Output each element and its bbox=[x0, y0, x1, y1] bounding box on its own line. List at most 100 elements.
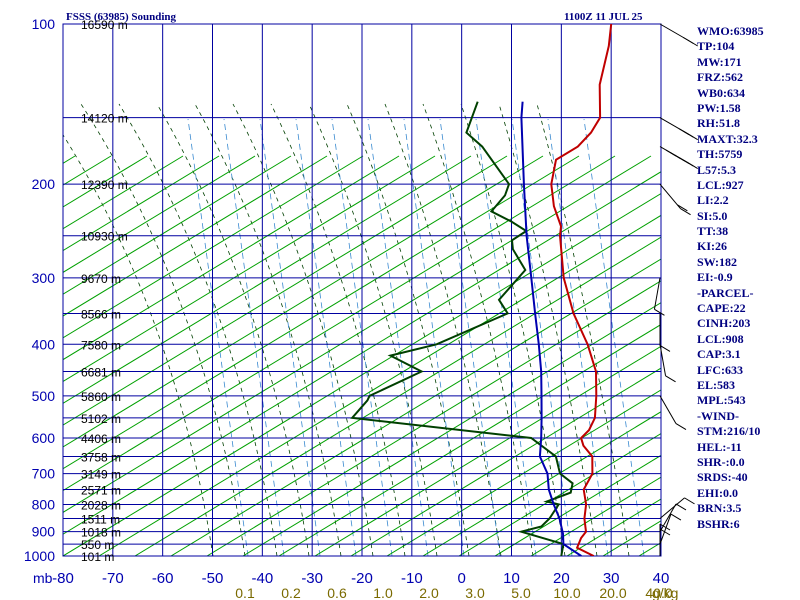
wind-barb-flag bbox=[675, 503, 687, 511]
height-label: 7580 m bbox=[81, 338, 121, 352]
wind-barb bbox=[659, 146, 698, 170]
index-row: CAPE:22 bbox=[697, 301, 746, 316]
dry-adiabat-line bbox=[63, 155, 472, 404]
pressure-tick-label: 1000 bbox=[24, 548, 55, 564]
height-label: 2028 m bbox=[81, 498, 121, 512]
height-label: 5860 m bbox=[81, 390, 121, 404]
index-row: MAXT:32.3 bbox=[697, 131, 758, 146]
index-row: -WIND- bbox=[697, 408, 739, 423]
dry-adiabat-line bbox=[63, 155, 436, 383]
temperature-tick-label: -10 bbox=[401, 570, 423, 587]
index-row: KI:26 bbox=[697, 239, 727, 254]
mixing-ratio-tick-label: 2.0 bbox=[419, 585, 439, 600]
wind-barb bbox=[659, 183, 691, 216]
wind-barb bbox=[659, 503, 687, 532]
temperature-profile-line bbox=[550, 24, 613, 556]
mixing-ratio-axis: 0.1 0.2 0.6 1.0 2.0 3.0 5.0 10.0 20.0 40.0 bbox=[235, 585, 673, 600]
temperature-tick-label: 20 bbox=[553, 570, 570, 587]
parcel-profile-line bbox=[520, 101, 582, 556]
index-row: WMO:63985 bbox=[697, 24, 764, 38]
mixing-ratio-line bbox=[475, 118, 537, 556]
mixing-ratio-tick-label: 3.0 bbox=[465, 585, 485, 600]
wind-barb-flag bbox=[678, 128, 690, 136]
index-row: BRN:3.5 bbox=[697, 501, 742, 516]
dry-adiabat-line bbox=[63, 171, 661, 535]
wind-barb bbox=[659, 497, 695, 519]
valid-time: 1100Z 11 JUL 25 bbox=[564, 11, 643, 23]
wind-barb bbox=[659, 117, 698, 141]
moist-adiabat-line bbox=[422, 103, 534, 556]
wind-barb-flag bbox=[680, 208, 691, 216]
wind-barb-flag bbox=[683, 37, 694, 44]
wind-barb bbox=[659, 344, 676, 383]
index-row: SW:182 bbox=[697, 254, 738, 269]
wind-barb-staff bbox=[659, 344, 667, 376]
wind-barb-flag bbox=[665, 375, 676, 383]
height-label: 16590 m bbox=[81, 18, 128, 32]
dry-adiabat-line bbox=[134, 236, 661, 556]
pressure-tick-label: 100 bbox=[32, 16, 56, 32]
wind-barb-flag bbox=[659, 345, 671, 352]
dewpoint-profile-line bbox=[350, 101, 574, 556]
height-label: 5102 m bbox=[81, 412, 121, 426]
wind-barb-staff bbox=[653, 277, 661, 310]
index-row: LFC:633 bbox=[697, 362, 743, 377]
mixing-ratio-line bbox=[223, 118, 285, 556]
mixing-ratio-line bbox=[583, 118, 645, 556]
wind-barb bbox=[659, 313, 671, 352]
index-row: RH:51.8 bbox=[697, 116, 740, 131]
wind-barb bbox=[659, 523, 671, 556]
temperature-tick-label: 10 bbox=[503, 570, 520, 587]
pressure-unit: mb bbox=[33, 570, 53, 586]
index-row: EL:583 bbox=[697, 377, 736, 392]
pressure-tick-label: 500 bbox=[32, 388, 56, 404]
wind-barb-flag bbox=[684, 497, 695, 505]
mixing-ratio-line bbox=[295, 118, 357, 556]
grid-lines bbox=[62, 23, 662, 557]
mixing-ratio-line bbox=[511, 118, 573, 556]
dry-adiabat-line bbox=[63, 155, 256, 273]
pressure-tick-label: 700 bbox=[32, 466, 56, 482]
dry-adiabat-line bbox=[63, 155, 220, 252]
index-row: LCL:927 bbox=[697, 177, 744, 192]
temperature-axis: -80 -70 -60 -50 -40 -30 -20 -10 0 10 20 30 40 bbox=[52, 570, 669, 587]
wind-barb-flag bbox=[677, 204, 688, 212]
height-label: 14120 m bbox=[81, 112, 128, 126]
mixing-ratio-line bbox=[547, 118, 609, 556]
index-row: MPL:543 bbox=[697, 393, 746, 408]
index-row: HEL:-11 bbox=[697, 439, 742, 454]
height-label: 101 m bbox=[81, 550, 114, 564]
index-row: TP:104 bbox=[697, 39, 735, 54]
temperature-tick-label: -70 bbox=[102, 570, 124, 587]
temperature-tick-label: 40 bbox=[653, 570, 670, 587]
wind-barb-staff bbox=[659, 23, 688, 41]
pressure-tick-label: 400 bbox=[32, 336, 56, 352]
mixing-ratio-tick-label: 5.0 bbox=[511, 585, 531, 600]
mixing-ratio-line bbox=[259, 118, 321, 556]
index-row: CAP:3.1 bbox=[697, 347, 741, 362]
plot-frame bbox=[62, 23, 662, 557]
mixing-ratio-tick-label: 40.0 bbox=[645, 585, 672, 600]
dry-adiabat-line bbox=[63, 155, 508, 426]
mixing-ratio-tick-label: 0.2 bbox=[281, 585, 301, 600]
index-row: STM:216/10 bbox=[697, 424, 761, 439]
wind-barb-staff bbox=[659, 513, 672, 545]
wind-barb-flag bbox=[654, 308, 665, 316]
index-row: CINH:203 bbox=[697, 316, 751, 331]
moist-adiabat-line bbox=[118, 103, 278, 556]
dry-adiabat-line bbox=[63, 155, 292, 295]
height-label: 1018 m bbox=[81, 526, 121, 540]
pressure-tick-label: 300 bbox=[32, 270, 56, 286]
index-row: EI:-0.9 bbox=[697, 270, 733, 285]
temperature-tick-label: 30 bbox=[603, 570, 620, 587]
wind-barb-flag bbox=[670, 513, 682, 521]
temperature-tick-label: -40 bbox=[251, 570, 273, 587]
wind-barb-flag bbox=[659, 528, 671, 536]
height-label: 8566 m bbox=[81, 307, 121, 321]
pressure-tick-label: 900 bbox=[32, 524, 56, 540]
height-label: 4406 m bbox=[81, 432, 121, 446]
wind-barb-staff bbox=[659, 503, 677, 532]
index-row: BSHR:6 bbox=[697, 516, 740, 531]
moist-adiabat-line bbox=[460, 103, 566, 556]
